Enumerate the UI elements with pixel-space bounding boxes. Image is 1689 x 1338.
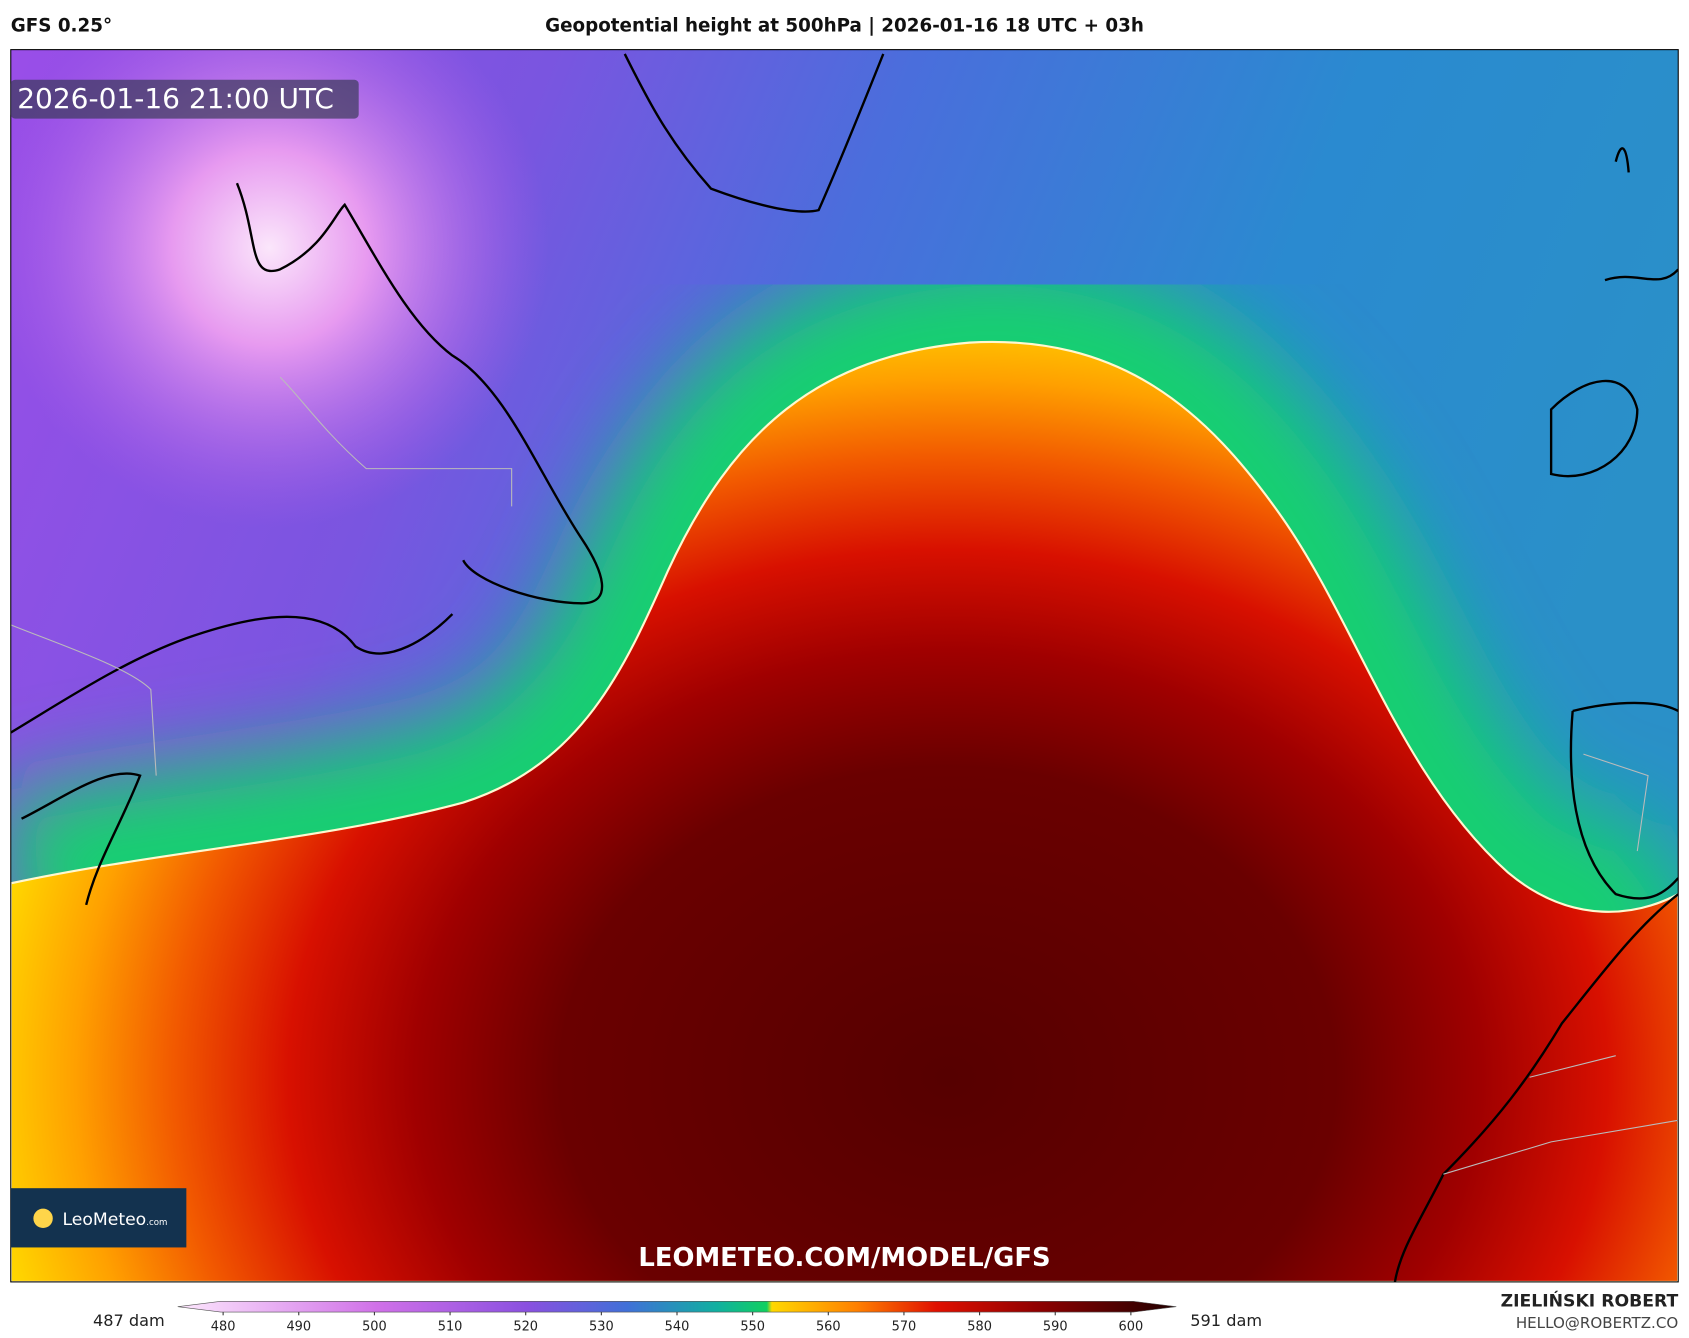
colorbar-tick-label: 540 xyxy=(665,1319,690,1334)
logo-text: LeoMeteo.com xyxy=(62,1210,167,1230)
logo-name: LeoMeteo xyxy=(62,1210,146,1230)
borders xyxy=(10,376,1679,1175)
colorbar-tick-label: 480 xyxy=(211,1319,236,1334)
colorbar-scale xyxy=(177,1301,1177,1313)
author: ZIELIŃSKI ROBERT xyxy=(1501,1290,1679,1312)
ridge xyxy=(10,340,1679,1282)
colorbar-tick-label: 570 xyxy=(892,1319,917,1334)
colorbar-tick-label: 490 xyxy=(286,1319,311,1334)
colorbar-tick-label: 600 xyxy=(1119,1319,1144,1334)
email: HELLO@ROBERTZ.CO xyxy=(1516,1314,1679,1332)
map-frame xyxy=(10,49,1679,1283)
colorbar-tick-label: 590 xyxy=(1043,1319,1068,1334)
colorbar-min: 487 dam xyxy=(93,1311,165,1330)
model-name: GFS 0.25° xyxy=(11,15,112,36)
valid-time: 2026-01-16 21:00 UTC xyxy=(17,82,334,115)
colorbar-max: 591 dam xyxy=(1190,1311,1262,1330)
timestamp-box xyxy=(10,79,359,119)
colorbar-tick-label: 550 xyxy=(740,1319,765,1334)
logo-sun xyxy=(33,1208,53,1229)
map xyxy=(10,49,1679,1282)
colorbar-tick-label: 500 xyxy=(362,1319,387,1334)
colorbar-tick-label: 580 xyxy=(967,1319,992,1334)
colorbar-tick-label: 560 xyxy=(816,1319,841,1334)
colorbar: 480 490 500 510 520 530 540 550 560 570 580 590 600 xyxy=(177,1301,1177,1334)
watermark: LEOMETEO.COM/MODEL/GFS xyxy=(638,1243,1050,1273)
low-pressure xyxy=(10,49,658,589)
colorbar-tick-label: 530 xyxy=(589,1319,614,1334)
colorbar-tick-label: 520 xyxy=(513,1319,538,1334)
logo-suffix: .com xyxy=(146,1218,167,1228)
coastlines xyxy=(10,53,1679,1282)
map-title: Geopotential height at 500hPa | 2026-01-… xyxy=(545,15,1144,36)
colorbar-tick-label: 510 xyxy=(438,1319,463,1334)
